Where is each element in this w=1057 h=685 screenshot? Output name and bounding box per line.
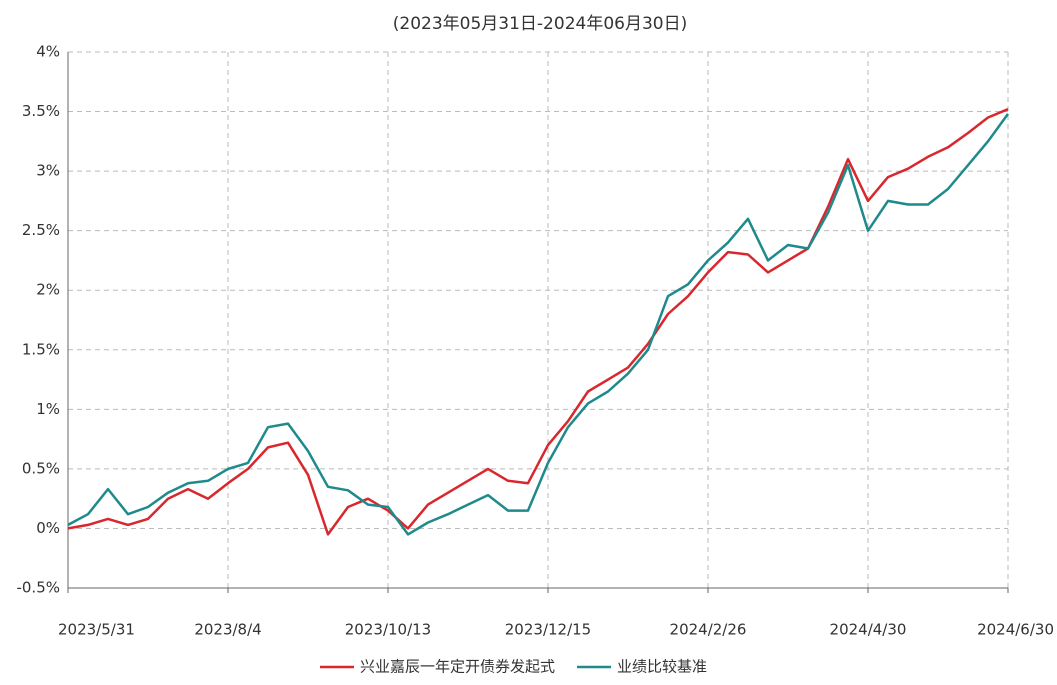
- x-tick-label: 2023/10/13: [345, 621, 431, 639]
- legend-label: 业绩比较基准: [617, 658, 707, 676]
- x-tick-label: 2023/5/31: [58, 621, 135, 639]
- series-line: [67, 108, 1009, 536]
- series-line: [67, 113, 1010, 536]
- y-tick-label: 3%: [36, 162, 60, 180]
- y-tick-label: 1%: [36, 400, 60, 418]
- y-tick-label: 0.5%: [22, 459, 60, 477]
- legend-label: 兴业嘉辰一年定开债券发起式: [360, 658, 555, 676]
- x-tick-label: 2024/6/30: [977, 621, 1054, 639]
- y-tick-label: 2.5%: [22, 221, 60, 239]
- chart-title: (2023年05月31日-2024年06月30日): [393, 14, 687, 34]
- y-tick-label: 3.5%: [22, 102, 60, 120]
- y-tick-label: 2%: [36, 281, 60, 299]
- y-tick-label: 4%: [36, 43, 60, 61]
- x-tick-label: 2023/8/4: [194, 621, 261, 639]
- y-tick-label: -0.5%: [16, 579, 60, 597]
- y-tick-label: 1.5%: [22, 340, 60, 358]
- x-tick-label: 2024/2/26: [670, 621, 747, 639]
- y-tick-label: 0%: [36, 519, 60, 537]
- x-tick-label: 2024/4/30: [830, 621, 907, 639]
- x-tick-label: 2023/12/15: [505, 621, 591, 639]
